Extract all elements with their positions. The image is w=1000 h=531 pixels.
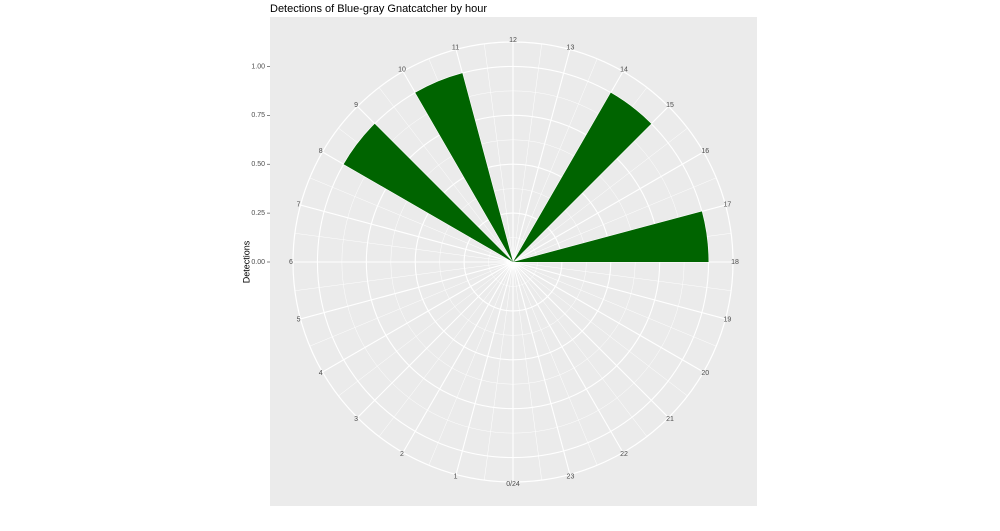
x-tick-label: 7 <box>297 201 301 208</box>
y-tick-label: 0.75 <box>251 112 265 119</box>
x-tick-label: 19 <box>724 316 732 323</box>
minor-grid-line <box>484 261 514 481</box>
grid-line <box>512 151 704 263</box>
minor-grid-line <box>294 233 514 263</box>
minor-grid-line <box>309 261 514 347</box>
x-tick-label: 17 <box>724 201 732 208</box>
minor-grid-line <box>512 58 598 263</box>
x-tick-label: 21 <box>666 416 674 423</box>
grid-line <box>300 261 514 320</box>
minor-grid-line <box>512 261 598 466</box>
x-tick-label: 10 <box>398 67 406 74</box>
grid-line <box>512 261 571 475</box>
x-tick-label: 8 <box>319 148 323 155</box>
minor-grid-line <box>338 261 514 397</box>
grid-line <box>512 204 726 263</box>
x-tick-label: 23 <box>567 473 575 480</box>
minor-grid-line <box>512 261 732 291</box>
x-tick-label: 13 <box>567 44 575 51</box>
x-tick-label: 20 <box>701 370 709 377</box>
chart-title: Detections of Blue-gray Gnatcatcher by h… <box>270 3 487 15</box>
x-tick-label: 5 <box>297 316 301 323</box>
minor-grid-line <box>428 261 514 466</box>
x-tick-label: 3 <box>354 416 358 423</box>
x-tick-label: 2 <box>400 451 404 458</box>
bar <box>513 92 652 262</box>
grid-line <box>357 261 514 418</box>
minor-grid-line <box>484 43 514 263</box>
bar <box>415 73 513 262</box>
y-tick-label: 0.00 <box>251 259 265 266</box>
x-tick-label: 18 <box>731 259 739 266</box>
grid-line <box>455 261 514 475</box>
minor-grid-line <box>378 261 514 437</box>
x-tick-label: 4 <box>319 370 323 377</box>
grid-line <box>512 261 624 453</box>
grid-line <box>512 261 669 418</box>
x-tick-label: 16 <box>701 148 709 155</box>
minor-grid-line <box>294 261 514 291</box>
x-tick-label: 9 <box>354 102 358 109</box>
minor-grid-line <box>378 87 514 263</box>
bar <box>513 211 709 262</box>
minor-grid-line <box>512 261 542 481</box>
grid-line <box>512 49 571 263</box>
y-axis-title: Detections <box>241 240 251 283</box>
minor-grid-line <box>512 127 688 263</box>
minor-grid-line <box>512 261 717 347</box>
x-tick-label: 14 <box>620 67 628 74</box>
grid-line <box>402 261 514 453</box>
minor-grid-line <box>512 177 717 263</box>
minor-grid-line <box>512 261 688 397</box>
y-tick-label: 0.25 <box>251 210 265 217</box>
grid-line <box>512 261 704 373</box>
x-tick-label: 22 <box>620 451 628 458</box>
x-tick-label: 11 <box>452 44 459 51</box>
grid-line <box>322 261 514 373</box>
bar <box>343 123 513 262</box>
minor-grid-line <box>512 261 648 437</box>
x-tick-label: 12 <box>509 37 517 44</box>
x-tick-label: 6 <box>289 259 293 266</box>
minor-grid-line <box>512 43 542 263</box>
grid-line <box>512 261 726 320</box>
x-tick-label: 1 <box>454 473 458 480</box>
grid-line <box>300 204 514 263</box>
y-tick-label: 0.50 <box>251 161 265 168</box>
y-tick-label: 1.00 <box>251 63 265 70</box>
x-tick-label: 0/24 <box>506 481 520 488</box>
minor-grid-line <box>309 177 514 263</box>
x-tick-label: 15 <box>666 102 674 109</box>
